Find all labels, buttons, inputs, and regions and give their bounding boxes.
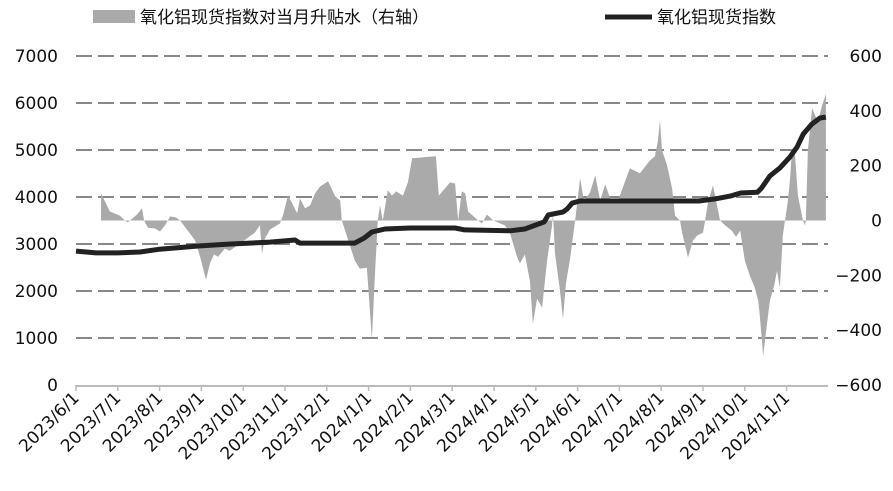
left-tick-label: 2000 bbox=[15, 282, 58, 302]
right-tick-label: −200 bbox=[835, 266, 882, 286]
x-axis: 2023/6/12023/7/12023/8/12023/9/12023/10/… bbox=[15, 385, 828, 464]
left-tick-label: 5000 bbox=[15, 141, 58, 161]
left-tick-label: 7000 bbox=[15, 47, 58, 67]
right-axis-ticks: −600 −400 −200 0 200 400 600 bbox=[835, 47, 882, 396]
right-tick-label: 200 bbox=[850, 157, 882, 177]
left-tick-label: 1000 bbox=[15, 329, 58, 349]
left-tick-label: 0 bbox=[47, 376, 58, 396]
right-tick-label: −600 bbox=[835, 376, 882, 396]
legend-label-premium: 氧化铝现货指数对当月升贴水（右轴） bbox=[140, 8, 429, 28]
left-tick-label: 3000 bbox=[15, 235, 58, 255]
left-tick-label: 6000 bbox=[15, 94, 58, 114]
right-tick-label: 0 bbox=[871, 212, 882, 232]
index-line-series bbox=[75, 114, 827, 256]
index-line bbox=[75, 114, 827, 256]
premium-area-series bbox=[101, 94, 826, 356]
left-axis-ticks: 0 1000 2000 3000 4000 5000 6000 7000 bbox=[15, 47, 58, 396]
right-tick-label: −400 bbox=[835, 321, 882, 341]
legend: 氧化铝现货指数对当月升贴水（右轴） 氧化铝现货指数 bbox=[93, 8, 776, 28]
premium-area bbox=[101, 94, 826, 356]
right-tick-label: 600 bbox=[850, 47, 882, 67]
right-tick-label: 400 bbox=[850, 102, 882, 122]
legend-swatch-premium bbox=[93, 10, 135, 23]
legend-label-index: 氧化铝现货指数 bbox=[657, 8, 776, 28]
left-tick-label: 4000 bbox=[15, 188, 58, 208]
